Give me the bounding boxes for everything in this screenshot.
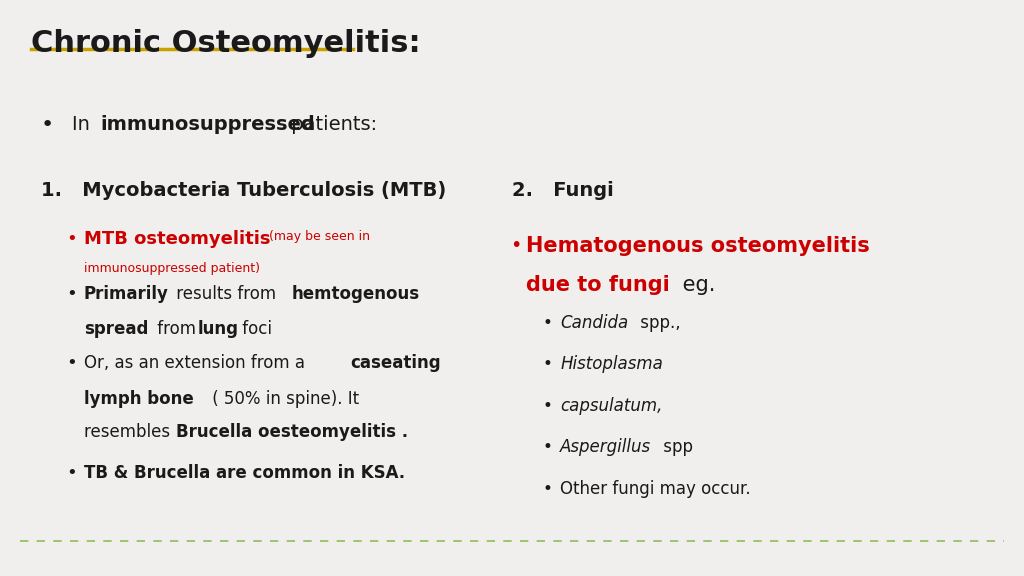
- Text: spread: spread: [84, 320, 148, 338]
- Text: lung: lung: [198, 320, 239, 338]
- Text: Histoplasma: Histoplasma: [560, 355, 663, 373]
- Text: 2.   Fungi: 2. Fungi: [512, 181, 613, 200]
- Text: •: •: [67, 285, 77, 303]
- Text: Brucella oesteomyelitis .: Brucella oesteomyelitis .: [176, 423, 409, 441]
- Text: due to fungi: due to fungi: [526, 275, 670, 295]
- Text: Candida: Candida: [560, 314, 629, 332]
- Text: Or, as an extension from a: Or, as an extension from a: [84, 354, 310, 372]
- Text: spp: spp: [658, 438, 693, 456]
- Text: spp.,: spp.,: [635, 314, 681, 332]
- Text: resembles: resembles: [84, 423, 175, 441]
- Text: TB & Brucella are common in KSA.: TB & Brucella are common in KSA.: [84, 464, 406, 482]
- Text: hemtogenous: hemtogenous: [292, 285, 420, 303]
- Text: •: •: [510, 236, 521, 255]
- Text: lymph bone: lymph bone: [84, 390, 194, 408]
- Text: patients:: patients:: [285, 115, 377, 134]
- Text: •: •: [41, 115, 54, 135]
- Text: Primarily: Primarily: [84, 285, 169, 303]
- Text: In: In: [72, 115, 96, 134]
- Text: •: •: [67, 230, 77, 248]
- Text: capsulatum,: capsulatum,: [560, 397, 663, 415]
- Text: Aspergillus: Aspergillus: [560, 438, 651, 456]
- Text: •: •: [543, 397, 553, 415]
- Text: results from: results from: [171, 285, 282, 303]
- Text: (may be seen in: (may be seen in: [261, 230, 370, 244]
- Text: •: •: [543, 355, 553, 373]
- Text: •: •: [543, 438, 553, 456]
- Text: Chronic Osteomyelitis:: Chronic Osteomyelitis:: [31, 29, 420, 58]
- Text: 1.   Mycobacteria Tuberculosis (MTB): 1. Mycobacteria Tuberculosis (MTB): [41, 181, 446, 200]
- Text: from: from: [152, 320, 201, 338]
- Text: •: •: [543, 480, 553, 498]
- Text: •: •: [543, 314, 553, 332]
- Text: immunosuppressed: immunosuppressed: [100, 115, 315, 134]
- Text: Hematogenous osteomyelitis: Hematogenous osteomyelitis: [526, 236, 870, 256]
- Text: caseating: caseating: [350, 354, 441, 372]
- Text: eg.: eg.: [676, 275, 715, 295]
- Text: Other fungi may occur.: Other fungi may occur.: [560, 480, 751, 498]
- Text: MTB osteomyelitis: MTB osteomyelitis: [84, 230, 270, 248]
- Text: ( 50% in spine). It: ( 50% in spine). It: [207, 390, 359, 408]
- Text: foci: foci: [237, 320, 271, 338]
- Text: immunosuppressed patient): immunosuppressed patient): [84, 262, 260, 275]
- Text: •: •: [67, 464, 77, 482]
- Text: •: •: [67, 354, 77, 372]
